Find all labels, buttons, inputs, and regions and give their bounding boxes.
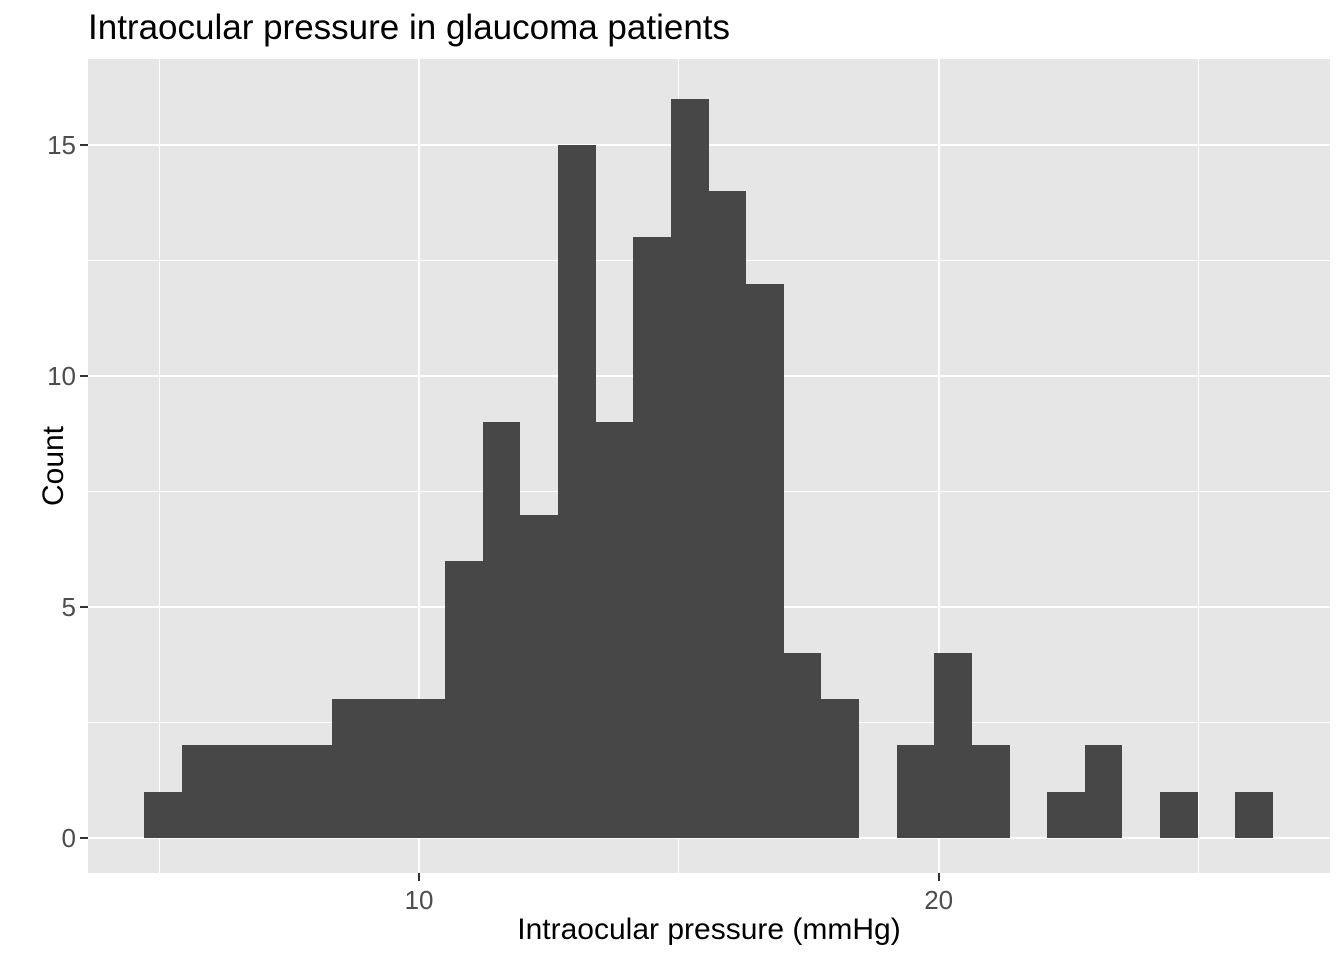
histogram-bar [332,699,370,838]
histogram-bar [1084,745,1123,838]
histogram-bar [1235,791,1273,838]
gridline-major-horizontal [88,143,1330,146]
x-tick-mark [937,873,940,881]
gridline-major-vertical [418,59,421,873]
y-tick-label: 15 [47,129,76,160]
histogram-bar [294,745,333,838]
histogram-bar [746,283,784,838]
gridline-minor-vertical [1198,59,1200,873]
gridline-minor-vertical [158,59,160,873]
histogram-bar [482,422,521,838]
x-tick-label: 20 [924,885,954,915]
y-tick-label: 5 [61,591,76,622]
histogram-bar [1160,791,1198,838]
plot-panel [88,59,1330,873]
histogram-bar [708,191,747,838]
gridline-major-vertical [937,59,940,873]
histogram-bar [1047,791,1085,838]
histogram-bar [971,745,1010,838]
histogram-bar [219,745,257,838]
y-tick-label: 0 [61,822,76,853]
histogram-bar [633,237,671,838]
x-tick-mark [418,873,421,881]
histogram-bar [558,144,596,838]
x-tick-label: 10 [404,885,434,915]
histogram-bar [821,699,860,838]
y-tick-label: 10 [47,360,76,391]
histogram-bar [670,98,709,838]
histogram-bar [181,745,220,838]
histogram-bar [934,653,972,838]
histogram-bar [369,699,408,838]
histogram-bar [783,653,822,838]
histogram-bar [896,745,935,838]
y-tick-mark [80,374,88,377]
x-axis-title: Intraocular pressure (mmHg) [517,913,901,946]
histogram-bar [445,560,483,838]
gridline-major-horizontal [88,836,1330,839]
y-tick-mark [80,605,88,608]
y-tick-mark [80,836,88,839]
histogram-bar [407,699,446,838]
histogram-bar [257,745,295,838]
y-axis-title: Count [37,425,70,507]
y-tick-mark [80,143,88,146]
histogram-bar [520,514,559,838]
plot-title: Intraocular pressure in glaucoma patient… [88,8,731,47]
histogram-bar [144,791,182,838]
histogram-bar [595,422,634,838]
